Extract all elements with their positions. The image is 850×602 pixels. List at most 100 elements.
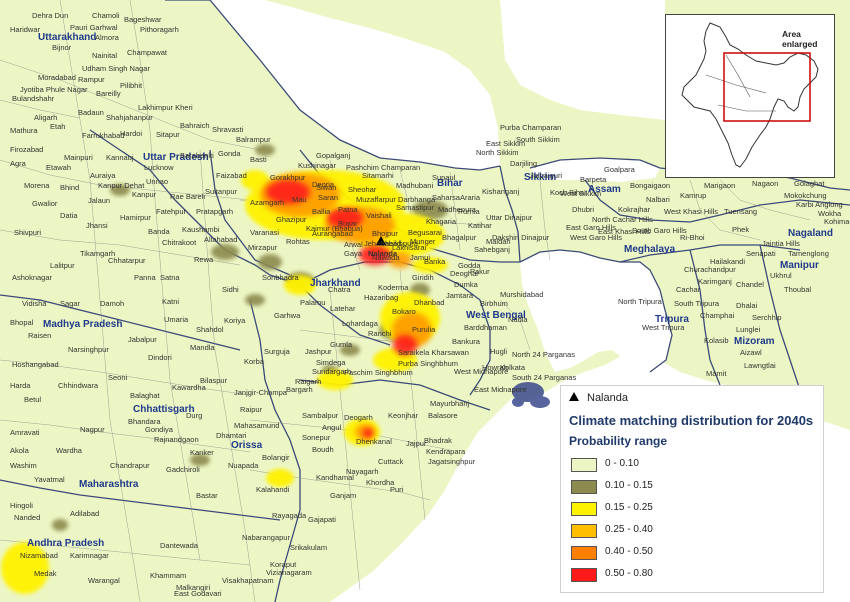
district-label: Maldah xyxy=(486,237,511,246)
district-label: Bhopal xyxy=(10,318,34,327)
district-label: Koderma xyxy=(378,283,409,292)
legend-label: 0.10 - 0.15 xyxy=(605,480,653,491)
district-label: Agra xyxy=(10,159,27,168)
district-label: Puri xyxy=(390,485,404,494)
district-label: Harda xyxy=(10,381,31,390)
state-label: Uttar Pradesh xyxy=(143,152,209,163)
district-label: Gopalganj xyxy=(316,151,351,160)
district-label: Nayagarh xyxy=(346,467,379,476)
district-label: Purulia xyxy=(412,325,436,334)
district-label: Cachar xyxy=(676,285,701,294)
district-label: East Khasi Hills xyxy=(598,227,650,236)
state-label: Bihar xyxy=(437,178,463,189)
state-label: Mizoram xyxy=(734,336,775,347)
district-label: Umaria xyxy=(164,315,189,324)
district-label: Raisen xyxy=(28,331,51,340)
district-label: Yavatmal xyxy=(34,475,65,484)
district-label: Bahraich xyxy=(180,121,210,130)
district-label: Bankura xyxy=(452,337,481,346)
legend-label: 0.15 - 0.25 xyxy=(605,502,653,513)
district-label: Wardha xyxy=(56,446,83,455)
district-label: Hamirpur xyxy=(120,213,151,222)
district-label: Washim xyxy=(10,461,37,470)
state-label: Sikkim xyxy=(524,172,556,183)
legend-swatch xyxy=(571,546,597,560)
district-label: Godda xyxy=(458,261,481,270)
district-label: Hailakandi xyxy=(710,257,745,266)
district-label: West Sikkim xyxy=(560,189,601,198)
district-label: Wokha xyxy=(818,209,842,218)
district-label: Koch Bihar xyxy=(550,188,587,197)
legend-subtitle: Probability range xyxy=(569,434,668,448)
district-label: Pithoragarh xyxy=(140,25,179,34)
district-label: Araria xyxy=(460,193,481,202)
district-label: Garhwa xyxy=(274,311,301,320)
district-label: Dindori xyxy=(148,353,172,362)
district-label: Gondiya xyxy=(145,425,174,434)
district-label: Kokrajhar xyxy=(618,205,651,214)
district-label: Bareilly xyxy=(96,89,121,98)
district-label: Gorakhpur xyxy=(270,173,306,182)
district-label: Jhansi xyxy=(86,221,108,230)
district-label: North Tripura xyxy=(618,297,663,306)
district-label: Simdega xyxy=(316,358,346,367)
district-label: Hingoli xyxy=(10,501,33,510)
legend-swatch xyxy=(571,480,597,494)
legend-label: 0.40 - 0.50 xyxy=(605,546,653,557)
district-label: East Godavari xyxy=(174,589,222,598)
district-label: Malkangiri xyxy=(176,583,211,592)
district-label: Senapati xyxy=(746,249,776,258)
district-label: Vidisha xyxy=(22,299,47,308)
district-label: Golaghat xyxy=(794,179,825,188)
district-label: Tamenglong xyxy=(788,249,829,258)
district-label: East Garo Hills xyxy=(566,223,616,232)
district-label: Lucknow xyxy=(144,163,174,172)
district-label: Auraiya xyxy=(90,171,116,180)
district-label: Kanpur Dehat xyxy=(98,181,145,190)
district-label: Dakshin Dinajpur xyxy=(492,233,550,242)
state-label: Tripura xyxy=(655,314,689,325)
district-label: Dhanbad xyxy=(414,298,444,307)
district-label: Sultanpur xyxy=(205,187,238,196)
district-label: Dhalai xyxy=(736,301,758,310)
district-label: Rohtas xyxy=(286,237,310,246)
district-label: Purba Singhbhum xyxy=(398,359,458,368)
district-label: Jamui xyxy=(410,253,430,262)
district-label: Katni xyxy=(162,297,179,306)
district-label: Nawada xyxy=(372,253,400,262)
district-label: Kanpur xyxy=(132,190,157,199)
district-label: Pilibhit xyxy=(120,81,143,90)
district-label: Marigaon xyxy=(704,181,735,190)
district-label: West Khasi Hills xyxy=(664,207,718,216)
district-label: Kaushambi xyxy=(182,225,220,234)
district-label: Kannauj xyxy=(106,153,134,162)
district-label: Warangal xyxy=(88,576,120,585)
district-label: Bongaigaon xyxy=(630,181,670,190)
district-label: Khammam xyxy=(150,571,186,580)
district-label: Aligarh xyxy=(34,113,57,122)
district-label: Nalbari xyxy=(646,195,670,204)
district-label: Kawardha xyxy=(172,383,207,392)
district-label: Katihar xyxy=(468,221,492,230)
district-label: Faizabad xyxy=(216,171,247,180)
district-label: Chatra xyxy=(328,285,351,294)
district-label: Chhindwara xyxy=(58,381,99,390)
district-label: Raipur xyxy=(240,405,263,414)
district-label: Karbi Anglong xyxy=(796,200,843,209)
district-label: Aurangabad xyxy=(312,229,353,238)
district-label: Bargarh xyxy=(286,385,313,394)
district-label: Kaimur (Bhabua) xyxy=(306,224,363,233)
district-label: Ri-Bhoi xyxy=(680,233,705,242)
district-label: Bolangir xyxy=(262,453,290,462)
inset-label: Area enlarged xyxy=(782,29,818,49)
district-label: Bhandara xyxy=(128,417,161,426)
district-label: Tikamgarh xyxy=(80,249,115,258)
state-label: Orissa xyxy=(231,440,263,451)
prob-0.50-0.80 xyxy=(266,180,417,438)
district-label: Hazaribag xyxy=(364,293,398,302)
district-label: North 24 Parganas xyxy=(512,350,575,359)
district-label: Bokaro xyxy=(392,307,416,316)
district-label: Lakhisarai xyxy=(392,243,427,252)
district-label: Srikakulam xyxy=(290,543,327,552)
district-label: Kalahandi xyxy=(256,485,290,494)
